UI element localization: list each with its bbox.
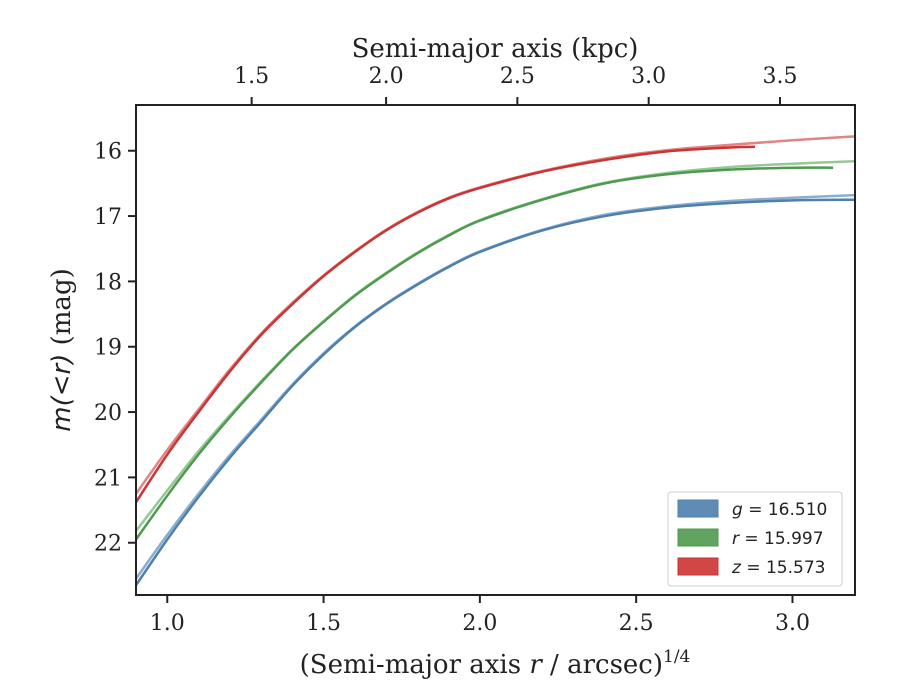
legend-swatch-z (677, 557, 719, 576)
legend-label-z: z = 15.573 (731, 558, 825, 578)
legend-item-z: z = 15.573 (677, 557, 825, 578)
y-tick-label: 16 (94, 140, 122, 165)
x-bottom-tick-label: 1.0 (150, 611, 185, 636)
y-tick-label: 20 (94, 401, 122, 426)
y-tick-label: 17 (94, 205, 122, 230)
bottom-axis-title: (Semi-major axis r / arcsec)1/4 (300, 647, 691, 680)
x-bottom-tick-label: 1.5 (306, 611, 341, 636)
top-axis-title: Semi-major axis (kpc) (352, 34, 639, 64)
legend-label-r: r = 15.997 (732, 529, 824, 549)
series-z-data-line (136, 145, 756, 503)
y-axis-title: m(<r) (mag) (47, 268, 77, 431)
bottom-axis-exponent: 1/4 (663, 647, 690, 667)
legend-swatch-r (677, 528, 719, 547)
curves-layer (136, 135, 855, 586)
legend-label-g: g = 16.510 (732, 500, 827, 520)
series-r-data-line (136, 166, 834, 541)
legend-swatch-g (677, 499, 719, 518)
y-tick-label: 21 (94, 466, 122, 491)
legend: g = 16.510 r = 15.997 z = 15.573 (667, 491, 843, 587)
legend-item-g: g = 16.510 (677, 499, 827, 520)
x-top-tick-label: 3.5 (762, 64, 797, 89)
x-top-tick-label: 1.5 (234, 64, 269, 89)
series-r-model-line (136, 159, 855, 532)
x-top-tick-label: 3.0 (631, 64, 666, 89)
series-g-data-line (136, 198, 855, 586)
axes-layer: 1.0 1.5 2.0 2.5 3.0 1.5 2.0 2.5 3.0 3.5 16 17 18 19 20… (94, 64, 810, 636)
x-top-tick-label: 2.0 (369, 64, 404, 89)
y-tick-label: 18 (94, 270, 122, 295)
x-bottom-tick-label: 2.0 (462, 611, 497, 636)
x-bottom-tick-label: 3.0 (775, 611, 810, 636)
x-top-tick-label: 2.5 (500, 64, 535, 89)
y-tick-label: 22 (94, 532, 122, 557)
x-bottom-tick-label: 2.5 (619, 611, 654, 636)
legend-item-r: r = 15.997 (677, 528, 824, 549)
plot-frame (135, 104, 856, 596)
y-tick-label: 19 (94, 336, 122, 361)
